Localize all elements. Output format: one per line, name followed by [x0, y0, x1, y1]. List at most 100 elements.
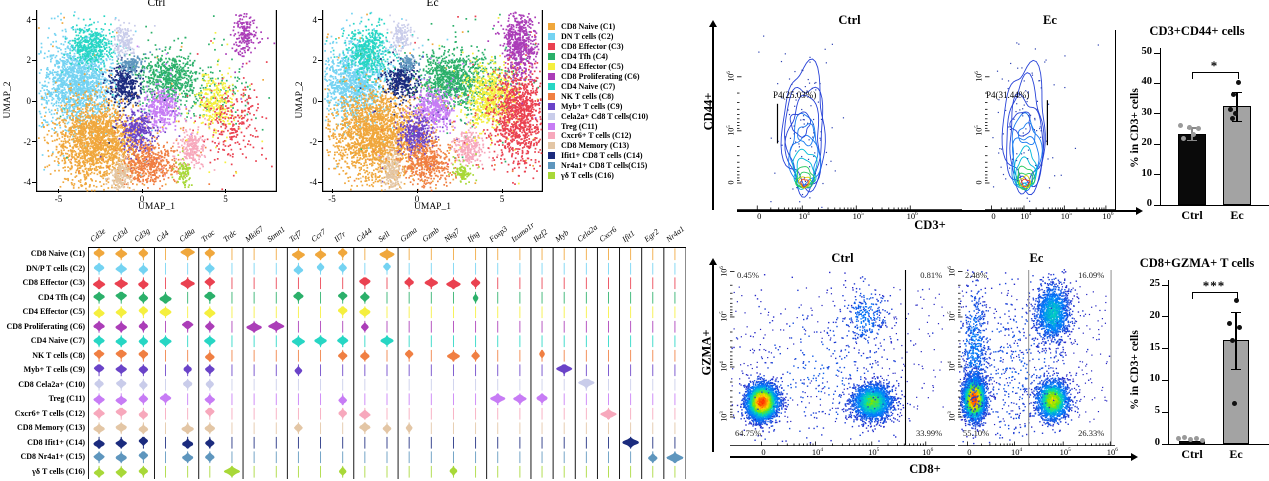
quadrant-stat-tl: 2.48% [965, 270, 987, 280]
bar-ytick-label: 20 [1149, 309, 1161, 321]
cd44-axis-label: CD44+ [701, 92, 716, 131]
bar-ytick-label: 15 [1149, 341, 1161, 353]
bar-ytick-label: 10 [1149, 373, 1161, 385]
data-point [1227, 320, 1233, 326]
error-bar-cap [1231, 368, 1241, 371]
flow-xtick-label: 105 [1059, 447, 1071, 457]
legend-item: CD8 Memory (C13) [548, 141, 698, 151]
umap-xtick-mark [416, 189, 418, 193]
legend-label: CD8 Memory (C13) [561, 141, 629, 151]
gzma-axis-line [712, 264, 714, 452]
bar-ytick-label: 5 [1154, 405, 1160, 417]
bar-ytick-mark [1154, 143, 1160, 145]
flow-ytick-label: 106 [726, 71, 736, 82]
umap-xtick-label: 0 [414, 194, 420, 204]
bar-x-axis [1160, 205, 1269, 207]
legend-swatch [548, 23, 555, 30]
data-point [1200, 437, 1206, 443]
flow-xtick-label: 0 [991, 211, 996, 221]
bar-ytick-label: 0 [1146, 198, 1152, 209]
legend-item: CD4 Tfh (C4) [548, 52, 698, 62]
legend-swatch [548, 172, 555, 180]
legend-item: CD4 Effector (C5) [548, 62, 698, 72]
violin-row-label: Treg (C11) [48, 394, 85, 404]
flow-ytick-label: 105 [947, 311, 957, 322]
legend-label: DN T cells (C2) [561, 31, 614, 41]
legend-label: Treg (C11) [561, 121, 598, 131]
bar-ytick-label: 20 [1141, 137, 1153, 149]
umap-ytick-label: 0 [312, 96, 318, 106]
violin-gene-label: Cd4 [154, 228, 171, 244]
legend-swatch [548, 42, 555, 50]
umap-ctrl-panel: Ctrl UMAP_2 UMAP_1 4 2 0 -2 -4 -5 0 5 [0, 0, 290, 218]
flow-ec-gate-label: P4(31.44%) [986, 90, 1030, 100]
legend-label: γδ T cells (C16) [561, 171, 614, 181]
significance-bracket [1192, 292, 1238, 299]
umap-ec-plot [322, 10, 543, 192]
flow-xtick-label: 104 [1010, 447, 1023, 457]
significance-label: *** [1202, 278, 1226, 293]
legend-swatch [548, 82, 555, 90]
legend-label: CD4 Tfh (C4) [561, 51, 608, 61]
data-point [1191, 132, 1197, 138]
umap-ctrl-title: Ctrl [147, 0, 166, 9]
violin-gene-label: Cd3e [88, 226, 108, 244]
violin-row-label: Myb+ T cells (C9) [23, 365, 85, 375]
legend-swatch [548, 62, 555, 70]
umap-xtick-mark [141, 189, 143, 193]
violin-gene-label: Tcf7 [287, 228, 304, 244]
flow-ec-gzma-title: Ec [1029, 251, 1044, 265]
violin-row-label: CD8 Nr4a1+ (C15) [20, 452, 85, 462]
legend-item: γδ T cells (C16) [548, 171, 698, 181]
flow-xtick-label: 106 [1106, 447, 1118, 457]
violin-gene-label: Mki67 [243, 224, 266, 244]
umap-ytick-mark [32, 181, 36, 183]
data-point [1234, 297, 1240, 303]
data-point [1187, 124, 1193, 130]
cd8-axis-line [730, 456, 1132, 458]
bar-ctrl [1179, 441, 1205, 444]
umap-ytick-mark [318, 100, 322, 102]
violin-gene-label: Ccr7 [309, 227, 329, 244]
flow-xtick-label: 105 [852, 211, 864, 221]
umap-ytick-label: 4 [26, 14, 32, 25]
bar2-title: CD8+GZMA+ T cells [1139, 256, 1255, 270]
data-point [1237, 325, 1243, 330]
flow-xtick-label: 106 [922, 447, 934, 457]
legend-label: CD4 Effector (C5) [561, 61, 624, 71]
violin-panel: Cd3e Cd3d Cd3g Cd4 Cd8a Trac Trdc Mki67 Stmn1 Tcf… [0, 218, 700, 481]
bar-ytick-mark [1162, 284, 1168, 286]
umap-ctrl-xlabel: UMAP_1 [138, 202, 175, 212]
violin-gene-label: Foxp3 [487, 224, 509, 244]
bar-ytick-label: 40 [1141, 76, 1153, 88]
legend-item: CD8 Naive (C1) [548, 22, 698, 32]
violin-gene-label: Egr2 [642, 227, 661, 244]
violin-gene-label: Cd8a [177, 226, 197, 244]
umap-ytick-mark [32, 100, 36, 102]
legend-swatch [548, 152, 555, 160]
flow-ytick-label: 106 [719, 265, 729, 277]
umap-xtick-mark [58, 189, 59, 193]
legend-label: NK T cells (C8) [561, 91, 614, 101]
data-point [1196, 125, 1202, 131]
legend-label: CD8 Proliferating (C6) [561, 71, 640, 81]
cluster-legend: CD8 Naive (C1) DN T cells (C2) CD8 Effecto… [548, 22, 698, 187]
legend-swatch [548, 92, 555, 100]
data-point [1176, 436, 1182, 442]
violin-gene-label: Ifit1 [620, 228, 637, 244]
quadrant-stat-bl: 64.75% [735, 428, 762, 438]
legend-label: CD8 Effector (C3) [561, 41, 624, 51]
flow-ytick-label: 104 [947, 361, 957, 372]
flow-xtick-label: 105 [868, 447, 880, 457]
violin-plot [88, 247, 686, 479]
legend-item: CD4 Naive (C7) [548, 82, 698, 92]
legend-label: Nr4a1+ CD8 T cells(C15) [561, 161, 648, 171]
gzma-axis-arrow-icon [709, 258, 717, 265]
bar-ytick-mark [1162, 379, 1168, 382]
legend-item: DN T cells (C2) [548, 32, 698, 42]
quadrant-stat-tl: 0.45% [737, 270, 759, 280]
quadrant-stat-br: 33.99% [916, 428, 943, 438]
umap-ctrl-ylabel: UMAP_2 [3, 81, 13, 119]
legend-swatch [548, 102, 555, 110]
